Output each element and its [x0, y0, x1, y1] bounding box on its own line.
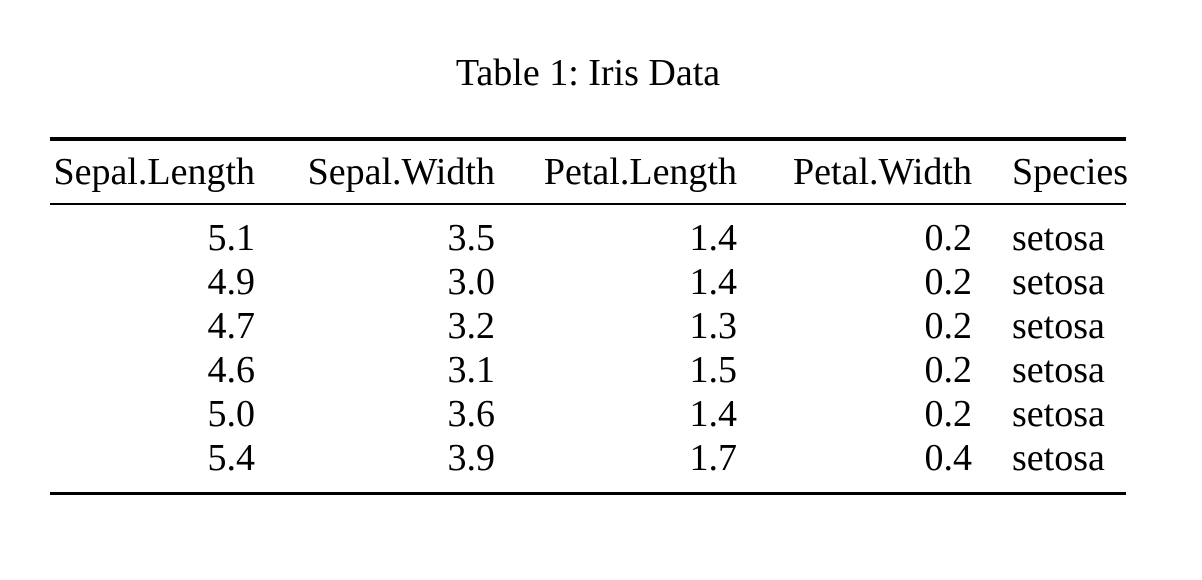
header-row: Sepal.Length Sepal.Width Petal.Length Pe…: [50, 139, 1128, 205]
table-row: 5.0 3.6 1.4 0.2 setosa: [50, 392, 1126, 436]
cell-sepal-width: 3.0: [447, 261, 496, 303]
cell-petal-width: 0.2: [924, 261, 973, 303]
cell-petal-width: 0.2: [924, 393, 973, 435]
column-header-sepal-length: Sepal.Length: [50, 139, 275, 205]
column-header-petal-length: Petal.Length: [515, 139, 757, 205]
cell-petal-width: 0.2: [924, 349, 973, 391]
table-row: 5.1 3.5 1.4 0.2 setosa: [50, 204, 1126, 260]
cell-sepal-width: 3.9: [447, 437, 496, 479]
table-row: 4.6 3.1 1.5 0.2 setosa: [50, 348, 1126, 392]
cell-petal-length: 1.3: [689, 305, 738, 347]
table-row: 4.7 3.2 1.3 0.2 setosa: [50, 304, 1126, 348]
cell-petal-width: 0.2: [924, 217, 973, 259]
iris-data-table: Sepal.Length Sepal.Width Petal.Length Pe…: [50, 137, 1128, 495]
cell-sepal-length: 4.9: [207, 261, 256, 303]
cell-species: setosa: [1012, 349, 1105, 391]
cell-petal-width: 0.2: [924, 305, 973, 347]
cell-petal-length: 1.4: [689, 393, 738, 435]
column-header-sepal-width: Sepal.Width: [275, 139, 515, 205]
cell-petal-length: 1.4: [689, 261, 738, 303]
cell-sepal-width: 3.6: [447, 393, 496, 435]
document-page: Table 1: Iris Data Sepal.Length Sepal.Wi…: [50, 0, 1128, 495]
cell-sepal-length: 5.0: [207, 393, 256, 435]
table-body: 5.1 3.5 1.4 0.2 setosa 4.9 3.0 1.4 0.2 s…: [50, 204, 1126, 494]
cell-sepal-length: 4.7: [207, 305, 256, 347]
cell-sepal-width: 3.1: [447, 349, 496, 391]
cell-species: setosa: [1012, 305, 1105, 347]
column-header-petal-width: Petal.Width: [757, 139, 992, 205]
cell-sepal-length: 5.1: [207, 217, 256, 259]
table-row: 5.4 3.9 1.7 0.4 setosa: [50, 436, 1126, 494]
cell-sepal-length: 5.4: [207, 437, 256, 479]
cell-petal-width: 0.4: [924, 437, 973, 479]
cell-species: setosa: [1012, 437, 1105, 479]
cell-sepal-length: 4.6: [207, 349, 256, 391]
cell-species: setosa: [1012, 393, 1105, 435]
cell-petal-length: 1.5: [689, 349, 738, 391]
table-caption: Table 1: Iris Data: [455, 52, 721, 94]
column-header-species: Species: [992, 139, 1128, 205]
table-header: Sepal.Length Sepal.Width Petal.Length Pe…: [50, 139, 1128, 205]
cell-sepal-width: 3.5: [447, 217, 496, 259]
cell-petal-length: 1.4: [689, 217, 738, 259]
cell-sepal-width: 3.2: [447, 305, 496, 347]
cell-petal-length: 1.7: [689, 437, 738, 479]
cell-species: setosa: [1012, 217, 1105, 259]
table-row: 4.9 3.0 1.4 0.2 setosa: [50, 260, 1126, 304]
cell-species: setosa: [1012, 261, 1105, 303]
